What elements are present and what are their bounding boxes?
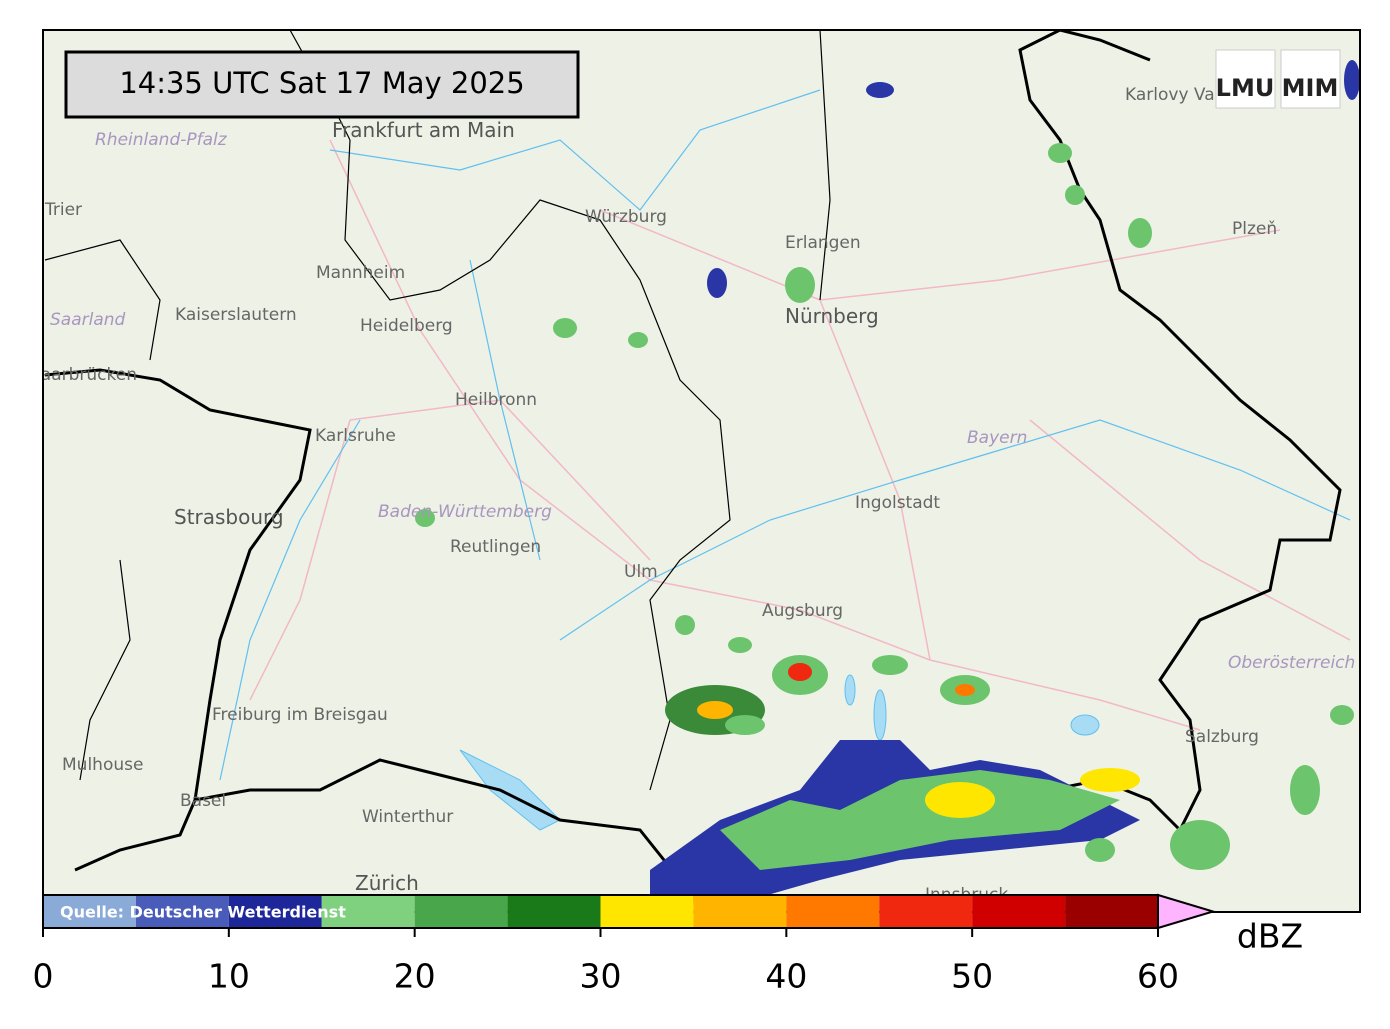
colorbar-segment (43, 895, 136, 928)
colorbar-segment (972, 895, 1066, 928)
place-label: Augsburg (762, 601, 843, 621)
place-label: Mulhouse (62, 755, 143, 775)
colorbar-segment (321, 895, 415, 928)
place-label: Karlovy Vary (1125, 85, 1232, 105)
place-label: Heilbronn (455, 390, 537, 410)
place-label: Karlsruhe (315, 426, 396, 446)
region-label: Rheinland-Pfalz (95, 130, 228, 150)
place-label: Heidelberg (360, 316, 453, 336)
map: Frankfurt am Main Rheinland-Pfalz Trier … (30, 30, 1360, 912)
place-label: Ulm (624, 562, 658, 582)
colorbar-unit: dBZ (1237, 917, 1303, 956)
colorbar-tick-label: 40 (765, 957, 807, 996)
colorbar-tick-label: 10 (208, 957, 250, 996)
place-label: Plzeň (1232, 219, 1277, 239)
colorbar-segment (414, 895, 508, 928)
colorbar-segment (879, 895, 973, 928)
place-label: Trier (44, 200, 82, 220)
colorbar-segment (693, 895, 787, 928)
colorbar-segment (1065, 895, 1158, 928)
rivers (219, 89, 1351, 781)
radar-echoes (415, 60, 1360, 905)
logo-box (1280, 49, 1341, 109)
place-label: Kaiserslautern (175, 305, 297, 325)
colorbar-segment (507, 895, 601, 928)
colorbar-tick-label: 60 (1137, 957, 1179, 996)
place-label: Salzburg (1185, 727, 1259, 747)
place-label: Reutlingen (450, 537, 541, 557)
colorbar-segment (600, 895, 694, 928)
logo: LMU (1216, 74, 1275, 102)
place-labels: Frankfurt am Main Rheinland-Pfalz Trier … (30, 85, 1355, 905)
region-label: Saarland (50, 310, 126, 330)
colorbar-segment (135, 895, 229, 928)
place-label: Würzburg (585, 207, 667, 227)
place-label: Saarbrücken (30, 365, 137, 385)
logo: MIM (1282, 74, 1339, 102)
colorbar-tick-label: 0 (33, 957, 54, 996)
region-label: Baden-Württemberg (378, 502, 552, 522)
place-label: Freiburg im Breisgau (212, 705, 388, 725)
timestamp: 14:35 UTC Sat 17 May 2025 (119, 66, 524, 100)
place-label: Zürich (355, 871, 419, 895)
region-label: Bayern (967, 428, 1027, 448)
region-label: Oberösterreich (1228, 653, 1355, 673)
colorbar: 0 10 20 30 40 50 60 (33, 893, 1217, 996)
place-label: Frankfurt am Main (332, 118, 515, 142)
logo-box (1215, 49, 1276, 109)
place-label: Mannheim (316, 263, 405, 283)
roads (249, 139, 1351, 731)
colorbar-tick-label: 50 (951, 957, 993, 996)
place-label: Nürnberg (785, 304, 879, 328)
place-label: Winterthur (362, 807, 453, 827)
colorbar-segment (786, 895, 880, 928)
colorbar-segment (228, 895, 322, 928)
place-label: Basel (180, 791, 226, 811)
place-label: Strasbourg (174, 505, 284, 529)
source-credit: Quelle: Deutscher Wetterdienst (60, 903, 346, 922)
place-label: Ingolstadt (855, 493, 940, 513)
state-borders (44, 30, 831, 791)
colorbar-tick-label: 20 (394, 957, 436, 996)
place-label: Erlangen (785, 233, 861, 253)
lakes (459, 674, 1100, 831)
timestamp-box (64, 50, 580, 119)
colorbar-tick-label: 30 (580, 957, 622, 996)
map-background (43, 30, 1360, 912)
